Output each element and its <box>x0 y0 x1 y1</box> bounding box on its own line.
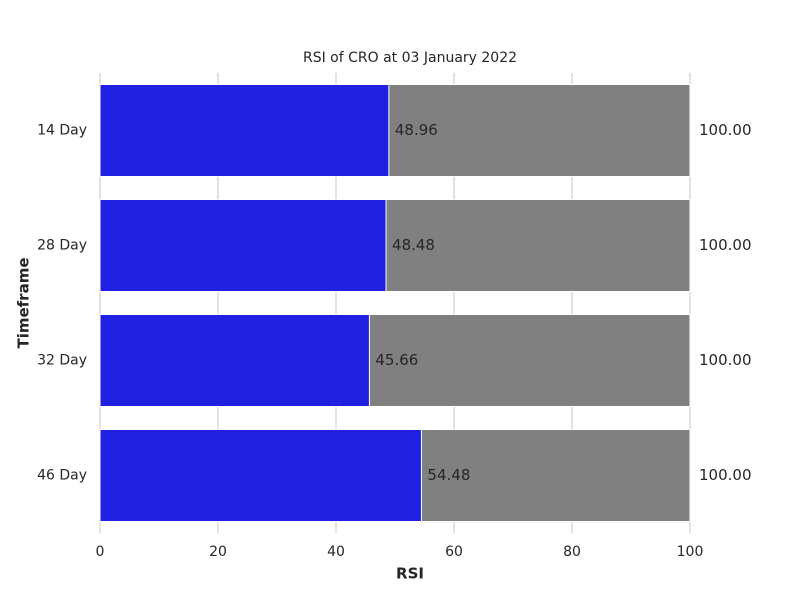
value-label: 54.48 <box>427 466 470 484</box>
bar <box>99 199 387 292</box>
value-label: 48.96 <box>395 121 438 139</box>
value-label: 45.66 <box>375 351 418 369</box>
value-label: 100.00 <box>699 351 752 369</box>
value-label: 100.00 <box>699 236 752 254</box>
value-label: 48.48 <box>392 236 435 254</box>
x-axis-label: RSI <box>396 565 424 583</box>
x-tick-label: 20 <box>209 544 227 560</box>
bar <box>99 84 390 177</box>
chart-title: RSI of CRO at 03 January 2022 <box>303 50 517 66</box>
bar <box>99 314 370 407</box>
y-tick-label: 14 Day <box>37 123 87 139</box>
bar <box>99 429 422 522</box>
y-axis-label: Timeframe <box>15 257 33 348</box>
y-tick-label: 46 Day <box>37 468 87 484</box>
x-tick-label: 100 <box>677 544 704 560</box>
x-tick-label: 60 <box>445 544 463 560</box>
x-tick-label: 80 <box>563 544 581 560</box>
y-tick-label: 28 Day <box>37 238 87 254</box>
y-tick-label: 32 Day <box>37 353 87 369</box>
x-tick-label: 40 <box>327 544 345 560</box>
value-label: 100.00 <box>699 121 752 139</box>
value-label: 100.00 <box>699 466 752 484</box>
x-tick-label: 0 <box>96 544 105 560</box>
